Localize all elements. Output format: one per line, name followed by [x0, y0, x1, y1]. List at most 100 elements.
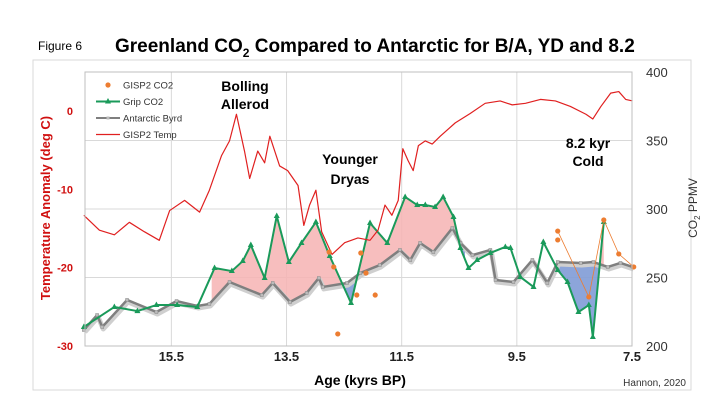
grip-co2-marker — [247, 241, 254, 248]
grip-co2-marker — [465, 264, 472, 271]
grip-co2-marker — [273, 212, 280, 218]
difference-fills — [211, 196, 604, 337]
grip-co2-marker — [312, 218, 319, 225]
antarctic-byrd-marker — [317, 276, 321, 280]
grip-co2-marker — [432, 203, 439, 209]
series-layer — [80, 90, 637, 339]
antarctic-byrd-marker — [95, 313, 99, 317]
gisp2-co2-point — [555, 228, 561, 234]
gisp2-co2-point — [616, 251, 622, 257]
legend-label: GISP2 CO2 — [123, 81, 173, 92]
antarctic-byrd-marker — [408, 258, 413, 262]
annotation-line: Younger — [322, 151, 378, 167]
grip-co2-marker — [239, 257, 246, 264]
legend-label: GISP2 Temp — [123, 130, 177, 141]
antarctic-byrd-marker — [154, 310, 159, 314]
grip-co2-marker — [367, 219, 374, 225]
antarctic-byrd-marker — [378, 263, 382, 267]
chart-frame — [32, 59, 692, 391]
grip-co2-marker — [134, 307, 141, 314]
left-axis-label: Temperature Anomaly (deg C) — [38, 116, 53, 300]
grip-co2-marker — [111, 303, 118, 309]
gisp2-co2-point — [331, 264, 337, 270]
right-tick-label: 250 — [646, 271, 668, 286]
grip-co2-marker — [440, 193, 447, 199]
grip-co2-marker — [285, 258, 292, 265]
x-tick-label: 9.5 — [508, 349, 526, 364]
x-axis-label: Age (kyrs BP) — [314, 372, 406, 388]
antarctic-byrd-marker — [545, 281, 550, 285]
warm-difference-fill — [211, 215, 343, 303]
annotation-line: Dryas — [331, 171, 370, 187]
antarctic-byrd-marker — [100, 325, 105, 329]
grip-co2-marker — [261, 274, 268, 281]
grip-co2-marker — [517, 273, 524, 279]
x-tick-label: 15.5 — [159, 349, 184, 364]
grip-co2-marker — [414, 201, 421, 208]
antarctic-byrd-marker — [304, 291, 309, 295]
antarctic-byrd-marker — [493, 278, 498, 282]
grip-co2-marker — [585, 301, 592, 308]
right-tick-label: 350 — [646, 134, 668, 149]
antarctic-byrd-marker — [321, 285, 325, 289]
legend-dot-icon — [105, 82, 111, 88]
left-tick-label: -20 — [57, 263, 73, 275]
annotation-line: 8.2 kyr — [566, 135, 611, 151]
grip-co2-marker — [554, 266, 561, 272]
legend: GISP2 CO2 Grip CO2 Antarctic Byrd GISP2 Tem… — [96, 81, 182, 141]
grip-co2-marker — [228, 267, 235, 274]
left-tick-label: 0 — [67, 106, 73, 118]
antarctic-byrd-marker — [470, 253, 475, 257]
antarctic-byrd-marker — [431, 250, 436, 254]
gisp2-co2-point — [555, 237, 561, 243]
right-tick-label: 200 — [646, 339, 668, 354]
annotation-8-2-kyr-cold: 8.2 kyr Cold — [566, 135, 611, 169]
antarctic-byrd-marker — [591, 260, 596, 264]
x-axis-ticks: 15.5 13.5 11.5 9.5 7.5 — [159, 349, 641, 364]
grip-co2-marker — [507, 244, 514, 251]
legend-label: Grip CO2 — [123, 97, 163, 108]
grip-co2-marker — [174, 301, 181, 308]
legend-label: Antarctic Byrd — [123, 114, 182, 125]
antarctic-byrd-marker — [345, 281, 349, 285]
left-axis-ticks: 0 -10 -20 -30 — [57, 106, 73, 353]
antarctic-byrd-marker — [125, 298, 129, 302]
grip-co2-marker — [487, 249, 494, 255]
grip-co2-marker — [348, 299, 355, 305]
grip-co2-marker — [564, 278, 571, 285]
gisp2-co2-point — [358, 250, 364, 256]
grip-co2-marker — [474, 256, 481, 262]
antarctic-byrd-marker — [288, 300, 292, 304]
x-tick-label: 11.5 — [389, 349, 414, 364]
grip-co2-marker — [502, 243, 509, 249]
antarctic-byrd-marker — [207, 302, 212, 306]
antarctic-byrd-marker — [606, 265, 610, 269]
antarctic-byrd-marker — [174, 299, 179, 303]
grip-co2-marker — [384, 239, 391, 245]
gisp2-co2-point — [326, 249, 332, 255]
grip-co2-marker — [211, 264, 218, 271]
credit: Hannon, 2020 — [623, 378, 686, 389]
legend-triangle-icon — [105, 98, 111, 104]
grip-co2-marker — [153, 301, 160, 308]
right-tick-label: 400 — [646, 65, 668, 80]
grip-co2-marker — [194, 303, 201, 309]
grip-co2-marker — [402, 193, 409, 199]
antarctic-byrd-marker — [270, 281, 275, 285]
chart-title: Greenland CO2 Compared to Antarctic for … — [115, 36, 635, 60]
antarctic-byrd-shadow — [82, 227, 635, 334]
gisp2-co2-point — [363, 270, 369, 276]
antarctic-byrd-marker — [398, 248, 402, 252]
gisp2-co2-point — [586, 294, 592, 300]
right-axis-ticks: 400 350 300 250 200 — [646, 65, 668, 354]
antarctic-byrd-marker — [511, 280, 516, 284]
annotation-line: Bolling — [221, 78, 268, 94]
right-tick-label: 300 — [646, 202, 668, 217]
annotation-bolling-allerod: Bolling Allerod — [221, 78, 269, 112]
gisp2-temp-line — [83, 90, 633, 256]
legend-square-icon — [106, 116, 110, 120]
annotation-line: Allerod — [221, 96, 269, 112]
gisp2-co2-point — [601, 217, 607, 223]
antarctic-byrd-marker — [618, 261, 623, 265]
